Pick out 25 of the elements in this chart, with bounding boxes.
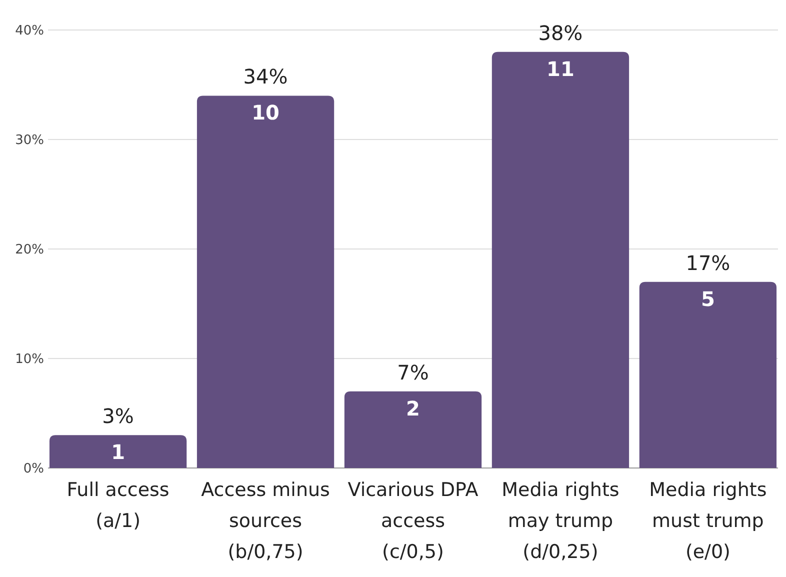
data-label: 34% bbox=[243, 64, 288, 89]
bar bbox=[344, 391, 482, 468]
annotation: 1 bbox=[111, 440, 126, 464]
data-label: 3% bbox=[102, 404, 134, 428]
x-tick-label: Full access (a/1) bbox=[66, 479, 170, 532]
bar bbox=[492, 52, 630, 468]
x-tick-label: Access minus sources (b/0,75) bbox=[201, 479, 330, 563]
y-tick-label: 20% bbox=[15, 242, 44, 258]
y-tick-label: 0% bbox=[23, 462, 44, 477]
x-tick-label: Vicarious DPA access (c/0,5) bbox=[348, 479, 478, 563]
annotation: 2 bbox=[406, 396, 420, 420]
data-label: 38% bbox=[538, 20, 583, 45]
bar bbox=[49, 435, 187, 468]
x-tick-label: Media rights may trump (d/0,25) bbox=[502, 479, 620, 563]
y-tick-label: 30% bbox=[15, 133, 44, 148]
data-label: 17% bbox=[686, 250, 730, 275]
annotation: 10 bbox=[252, 100, 280, 125]
annotation: 11 bbox=[546, 56, 574, 81]
y-tick-label: 10% bbox=[15, 352, 44, 368]
x-tick-label: Media rights must trump (e/0) bbox=[649, 479, 767, 563]
bar bbox=[639, 282, 777, 468]
annotation: 5 bbox=[700, 286, 715, 311]
y-tick-label: 40% bbox=[15, 24, 44, 39]
data-label: 7% bbox=[397, 360, 429, 384]
bar bbox=[196, 96, 334, 468]
